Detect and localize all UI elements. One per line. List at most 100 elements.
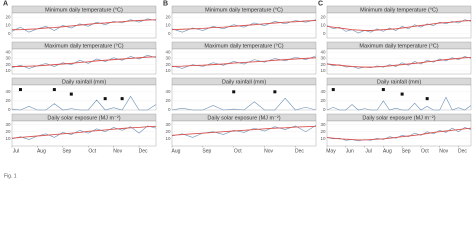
event-marker: [273, 90, 277, 94]
y-tick-label: 0: [168, 31, 171, 36]
y-tick-label: 40: [5, 49, 11, 54]
y-tick-label: 40: [165, 49, 171, 54]
y-tick-label: 20: [5, 62, 11, 67]
panel-title: Daily solar exposure (MJ m⁻²): [207, 115, 280, 121]
y-tick-label: 10: [165, 136, 171, 141]
plot-area: [326, 120, 472, 147]
y-tick-label: 0: [8, 31, 11, 36]
event-marker: [18, 88, 22, 92]
caption: Fig. 1: [4, 173, 17, 179]
x-tick-label: Sep: [202, 148, 211, 154]
plot-area: [171, 48, 317, 75]
y-tick-label: 0: [8, 107, 11, 112]
x-tick-label: Nov: [113, 148, 122, 154]
x-tick-label: Jun: [346, 148, 354, 154]
series-line: [171, 20, 317, 31]
event-marker: [425, 97, 429, 101]
x-tick-label: Oct: [234, 148, 242, 154]
y-tick-label: 20: [320, 98, 326, 103]
panel-title: Minimum daily temperature (°C): [205, 7, 283, 13]
series-line: [326, 56, 472, 68]
event-marker: [400, 92, 404, 96]
series-line: [11, 125, 157, 139]
y-tick-label: 40: [5, 89, 11, 94]
y-tick-label: 40: [320, 89, 326, 94]
x-tick-label: Jul: [365, 148, 371, 154]
x-tick-label: Oct: [421, 148, 429, 154]
plot-area: [326, 84, 472, 111]
event-marker: [69, 92, 73, 96]
y-tick-label: 0: [323, 107, 326, 112]
y-tick-label: 20: [165, 62, 171, 67]
x-tick-label: Oct: [88, 148, 96, 154]
panel-title: Maximum daily temperature (°C): [44, 43, 123, 49]
series-line: [326, 96, 472, 111]
series-line: [171, 97, 317, 111]
y-tick-label: 10: [5, 23, 11, 28]
x-tick-label: Aug: [172, 148, 181, 154]
panel-title: Minimum daily temperature (°C): [45, 7, 123, 13]
y-tick-label: 20: [320, 62, 326, 67]
x-tick-label: Sep: [62, 148, 71, 154]
x-tick-label: Dec: [295, 148, 304, 154]
series-line: [12, 56, 157, 67]
panel-title: Maximum daily temperature (°C): [204, 43, 283, 49]
y-tick-label: 20: [5, 129, 11, 134]
y-tick-label: 10: [5, 68, 11, 73]
x-tick-label: May: [326, 148, 336, 154]
y-tick-label: 30: [165, 122, 171, 127]
panel-title: Maximum daily temperature (°C): [359, 43, 438, 49]
panel-label: C: [318, 0, 323, 7]
x-tick-label: Dec: [139, 148, 148, 154]
y-tick-label: 30: [320, 122, 326, 127]
panel-title: Daily solar exposure (MJ m⁻²): [362, 115, 435, 121]
event-marker: [103, 97, 107, 101]
event-marker: [331, 88, 335, 92]
y-tick-label: 30: [320, 56, 326, 61]
x-tick-label: Aug: [383, 148, 392, 154]
series-line: [326, 127, 472, 141]
y-tick-label: 20: [320, 14, 326, 19]
x-tick-label: Aug: [37, 148, 46, 154]
series-line: [171, 125, 317, 136]
panel-title: Daily rainfall (mm): [377, 79, 421, 85]
y-tick-label: 0: [168, 107, 171, 112]
y-tick-label: 20: [165, 129, 171, 134]
y-tick-label: 10: [320, 136, 326, 141]
x-tick-label: Nov: [264, 148, 273, 154]
y-tick-label: 20: [165, 14, 171, 19]
y-tick-label: 20: [5, 14, 11, 19]
y-tick-label: 30: [5, 122, 11, 127]
series-line: [326, 20, 472, 31]
panel-label: A: [3, 0, 8, 7]
panel-title: Minimum daily temperature (°C): [360, 7, 438, 13]
event-marker: [232, 90, 236, 94]
y-tick-label: 10: [165, 23, 171, 28]
x-tick-label: Dec: [458, 148, 467, 154]
y-tick-label: 10: [5, 136, 11, 141]
x-tick-label: Jul: [13, 148, 19, 154]
y-tick-label: 10: [165, 68, 171, 73]
y-tick-label: 20: [5, 98, 11, 103]
series-line: [11, 95, 157, 111]
plot-area: [11, 120, 157, 147]
y-tick-label: 20: [320, 129, 326, 134]
y-tick-label: 30: [5, 56, 11, 61]
event-marker: [52, 88, 56, 92]
plot-area: [326, 48, 472, 75]
y-tick-label: 40: [165, 89, 171, 94]
panel-title: Daily rainfall (mm): [62, 79, 106, 85]
y-tick-label: 20: [165, 98, 171, 103]
panel-title: Daily solar exposure (MJ m⁻²): [47, 115, 120, 121]
y-tick-label: 10: [320, 68, 326, 73]
y-tick-label: 40: [320, 49, 326, 54]
y-tick-label: 0: [323, 31, 326, 36]
plot-area: [11, 84, 157, 111]
x-tick-label: Nov: [439, 148, 448, 154]
y-tick-label: 30: [165, 56, 171, 61]
series-line: [12, 19, 157, 31]
y-tick-label: 10: [320, 23, 326, 28]
figure: Fig. 1 A Minimum daily temperature (°C) 0 1…: [3, 0, 472, 179]
plot-area: [171, 84, 317, 111]
x-tick-label: Sep: [402, 148, 411, 154]
